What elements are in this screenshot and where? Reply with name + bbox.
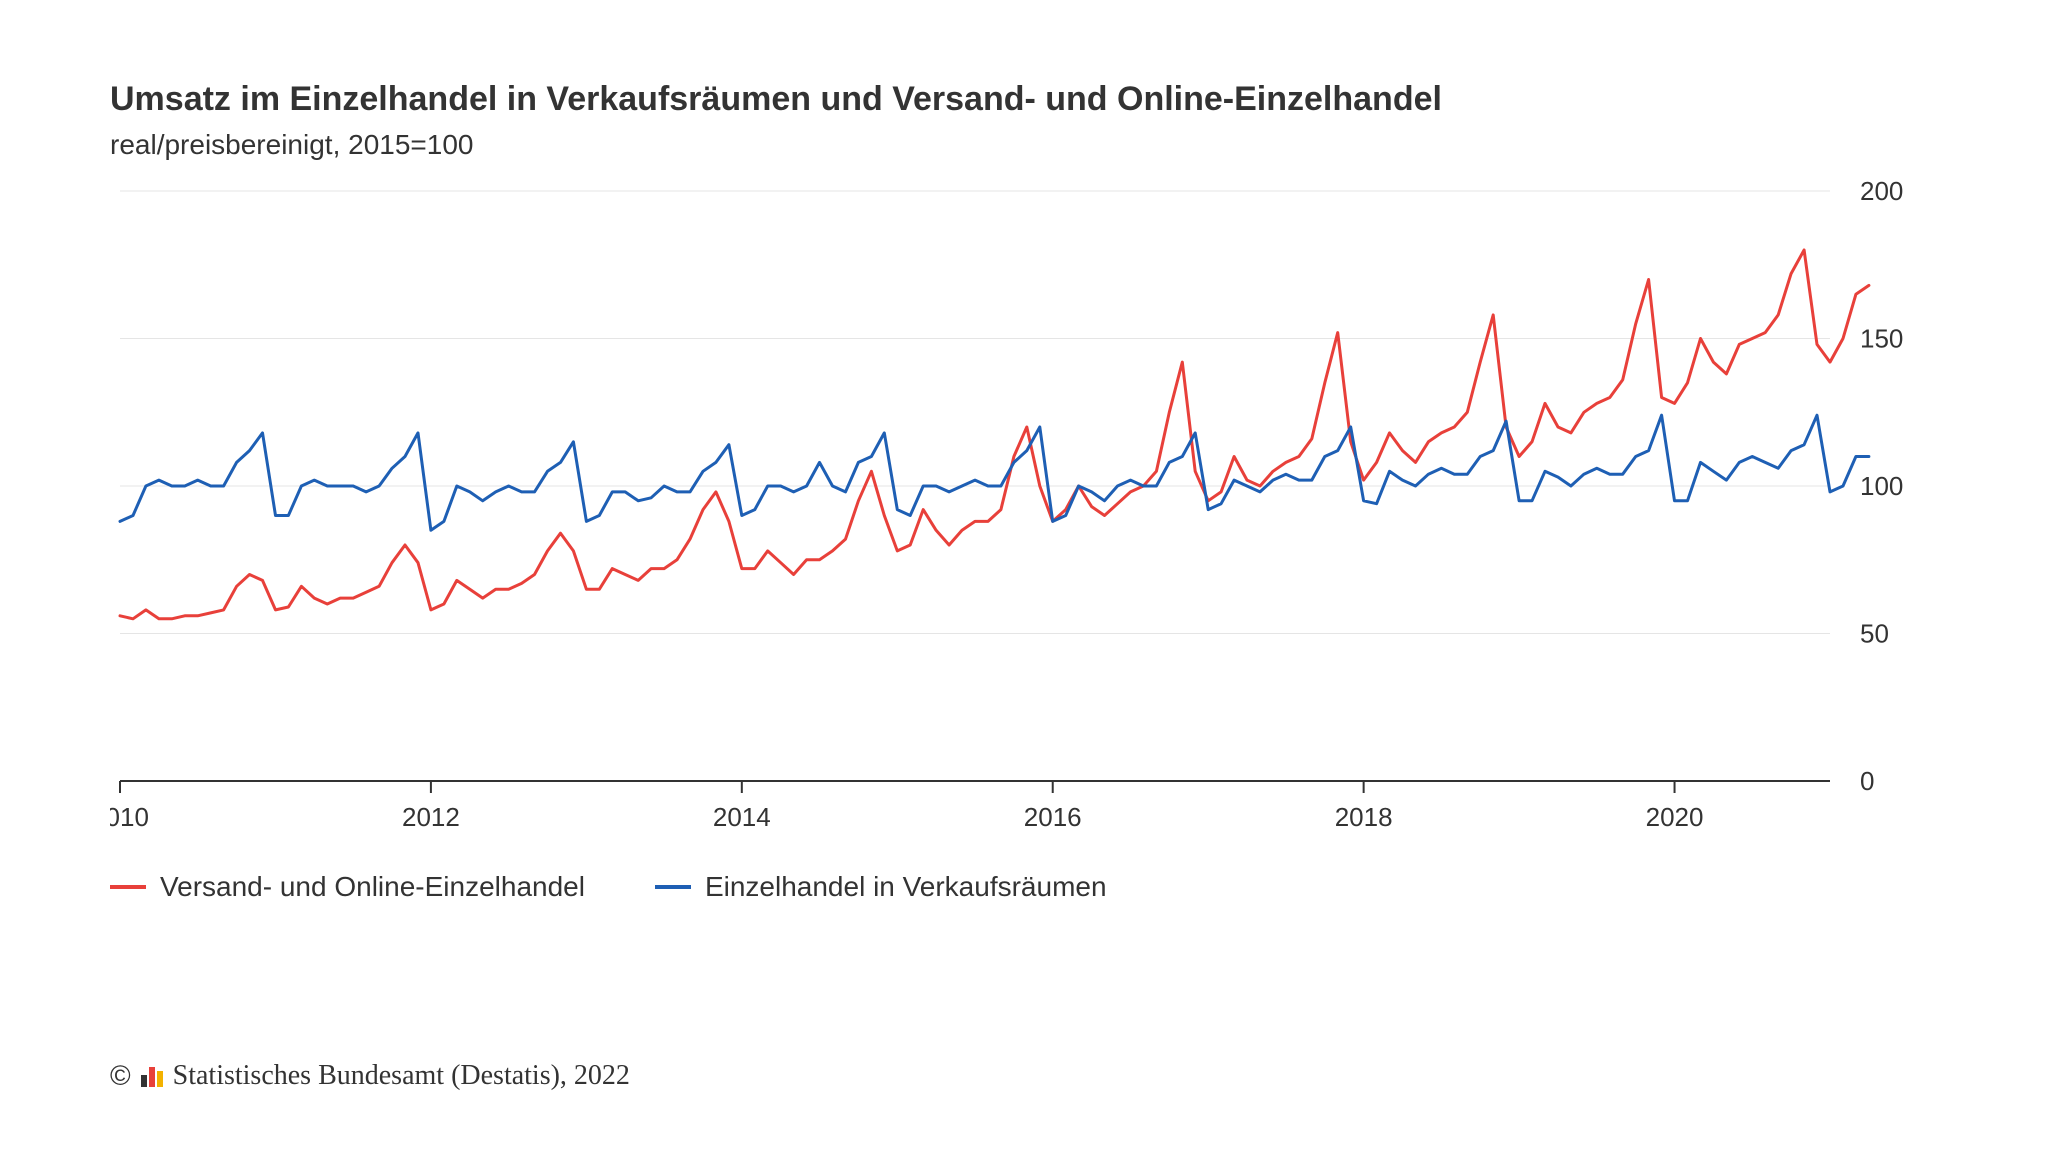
chart-subtitle: real/preisbereinigt, 2015=100 <box>110 129 1938 161</box>
credit-line: © Statistisches Bundesamt (Destatis), 20… <box>110 1060 630 1092</box>
svg-text:2020: 2020 <box>1646 802 1704 832</box>
svg-text:50: 50 <box>1860 619 1889 649</box>
svg-text:2018: 2018 <box>1335 802 1393 832</box>
legend-item: Einzelhandel in Verkaufsräumen <box>655 871 1107 903</box>
legend-item: Versand- und Online-Einzelhandel <box>110 871 585 903</box>
series-store <box>120 415 1869 530</box>
legend-label: Versand- und Online-Einzelhandel <box>160 871 585 903</box>
credit-text: Statistisches Bundesamt (Destatis), 2022 <box>173 1060 630 1092</box>
svg-text:2012: 2012 <box>402 802 460 832</box>
svg-text:150: 150 <box>1860 324 1903 354</box>
line-chart-svg: 0 50 100 150 200 2010 2012 2014 2016 2018 2020 <box>110 181 1930 841</box>
series-online <box>120 250 1869 619</box>
chart-container: Umsatz im Einzelhandel in Verkaufsräumen… <box>0 0 2048 1152</box>
legend-swatch <box>655 885 691 889</box>
legend-swatch <box>110 885 146 889</box>
legend-label: Einzelhandel in Verkaufsräumen <box>705 871 1107 903</box>
copyright-symbol: © <box>110 1060 131 1092</box>
svg-text:2010: 2010 <box>110 802 149 832</box>
svg-text:2016: 2016 <box>1024 802 1082 832</box>
svg-text:200: 200 <box>1860 181 1903 206</box>
chart-title: Umsatz im Einzelhandel in Verkaufsräumen… <box>110 80 1938 119</box>
destatis-logo-icon <box>141 1065 163 1087</box>
svg-text:100: 100 <box>1860 471 1903 501</box>
chart-legend: Versand- und Online-Einzelhandel Einzelha… <box>110 871 1938 903</box>
svg-text:2014: 2014 <box>713 802 771 832</box>
chart-plot-area: 0 50 100 150 200 2010 2012 2014 2016 2018 2020 <box>110 181 1938 841</box>
svg-text:0: 0 <box>1860 766 1874 796</box>
